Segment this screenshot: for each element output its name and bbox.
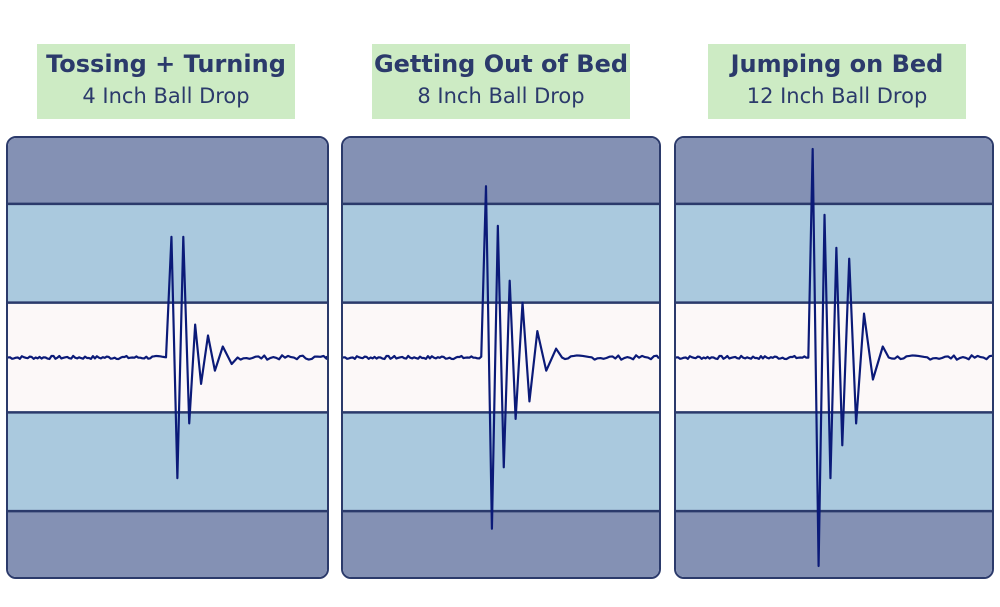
panel-jumping-on-bed: Jumping on Bed 12 Inch Ball Drop	[668, 0, 998, 607]
bottom-middle-band	[676, 412, 992, 512]
panel-subtitle: 8 Inch Ball Drop	[417, 84, 585, 108]
waveform-frame	[674, 136, 994, 579]
top-middle-band	[343, 203, 659, 303]
top-middle-band	[8, 203, 327, 303]
panel-label: Tossing + Turning 4 Inch Ball Drop	[37, 44, 295, 119]
bottom-outer-band	[676, 511, 992, 577]
top-outer-band	[8, 138, 327, 204]
panel-title: Tossing + Turning	[46, 50, 286, 78]
panel-label: Jumping on Bed 12 Inch Ball Drop	[708, 44, 966, 119]
waveform-chart	[8, 138, 327, 577]
bottom-middle-band	[343, 412, 659, 512]
panel-subtitle: 12 Inch Ball Drop	[746, 84, 928, 108]
waveform-trace	[676, 147, 992, 568]
panel-title: Jumping on Bed	[730, 50, 944, 78]
top-outer-band	[676, 138, 992, 204]
panel-tossing-turning: Tossing + Turning 4 Inch Ball Drop	[0, 0, 330, 607]
waveform-frame	[341, 136, 661, 579]
waveform-chart	[343, 138, 659, 577]
bottom-outer-band	[343, 511, 659, 577]
waveform-trace	[343, 185, 659, 530]
bottom-middle-band	[8, 412, 327, 512]
panel-getting-out-of-bed: Getting Out of Bed 8 Inch Ball Drop	[335, 0, 665, 607]
waveform-trace	[8, 235, 327, 480]
panel-label: Getting Out of Bed 8 Inch Ball Drop	[372, 44, 630, 119]
top-outer-band	[343, 138, 659, 204]
waveform-chart	[676, 138, 992, 577]
bottom-outer-band	[8, 511, 327, 577]
top-middle-band	[676, 203, 992, 303]
panel-subtitle: 4 Inch Ball Drop	[82, 84, 250, 108]
panel-title: Getting Out of Bed	[373, 50, 629, 78]
waveform-frame	[6, 136, 329, 579]
